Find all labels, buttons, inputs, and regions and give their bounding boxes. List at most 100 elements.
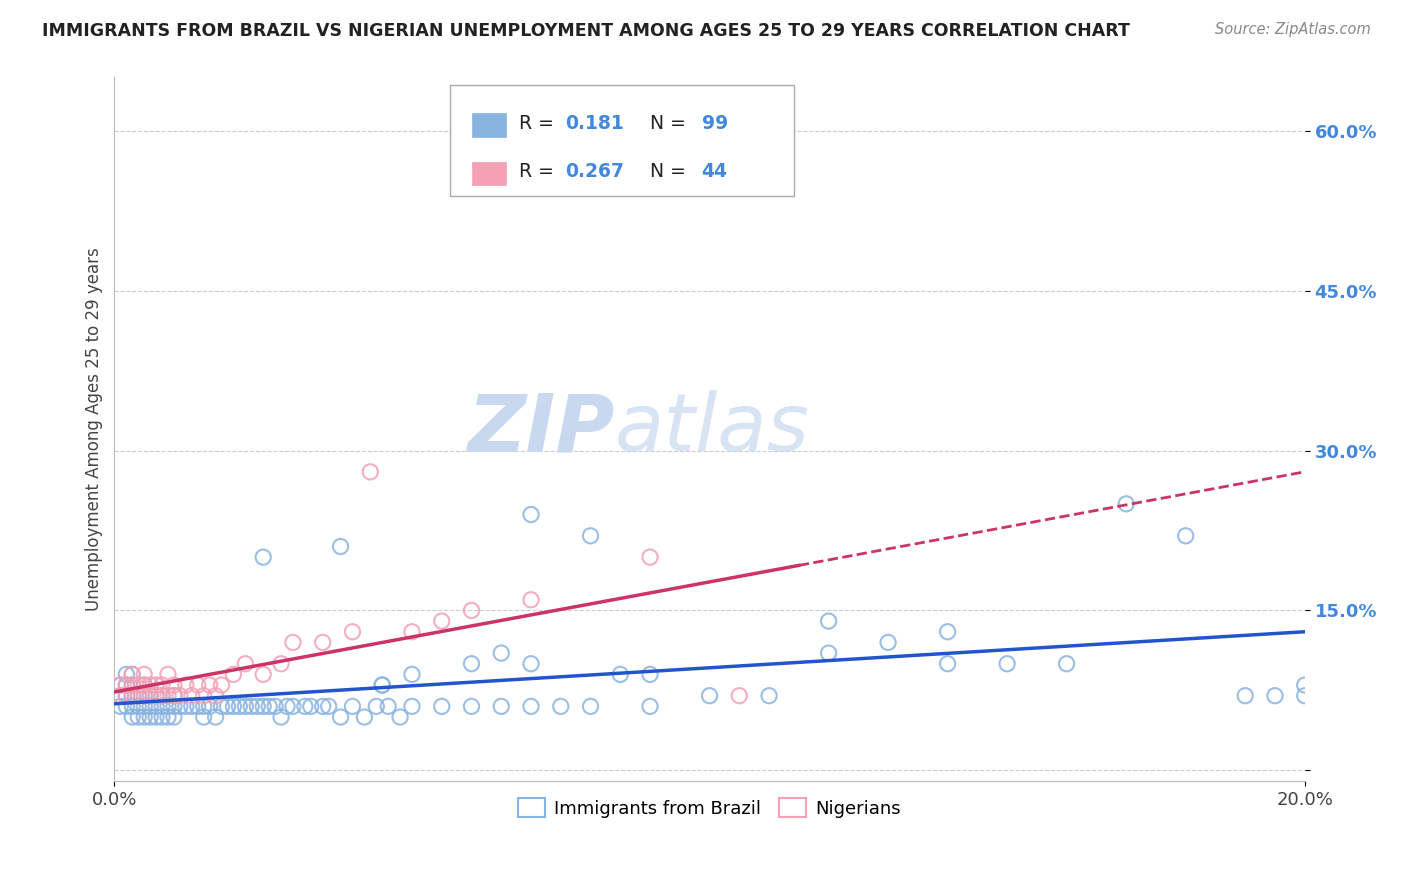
Point	[252, 699, 274, 714]
Point	[180, 699, 202, 714]
Text: N =: N =	[638, 114, 692, 133]
Point	[276, 699, 298, 714]
Point	[460, 657, 482, 671]
Point	[187, 678, 209, 692]
Point	[180, 689, 202, 703]
Point	[121, 710, 143, 724]
Text: R =: R =	[519, 114, 560, 133]
Point	[281, 699, 304, 714]
Text: atlas: atlas	[614, 390, 808, 468]
Point	[491, 646, 513, 660]
Point	[110, 678, 132, 692]
Point	[139, 689, 162, 703]
Point	[1056, 657, 1078, 671]
Point	[145, 689, 167, 703]
Point	[318, 699, 340, 714]
Point	[342, 624, 364, 639]
Point	[204, 710, 226, 724]
Point	[252, 667, 274, 681]
Point	[460, 603, 482, 617]
Point	[342, 699, 364, 714]
Point	[193, 710, 215, 724]
Point	[233, 699, 256, 714]
Point	[312, 699, 335, 714]
Point	[217, 699, 239, 714]
Point	[1234, 689, 1257, 703]
Point	[430, 614, 453, 628]
Point	[150, 689, 173, 703]
Point	[163, 678, 186, 692]
Point	[294, 699, 316, 714]
Point	[134, 710, 156, 724]
Point	[430, 699, 453, 714]
Text: IMMIGRANTS FROM BRAZIL VS NIGERIAN UNEMPLOYMENT AMONG AGES 25 TO 29 YEARS CORREL: IMMIGRANTS FROM BRAZIL VS NIGERIAN UNEMP…	[42, 22, 1130, 40]
Y-axis label: Unemployment Among Ages 25 to 29 years: Unemployment Among Ages 25 to 29 years	[86, 247, 103, 611]
Point	[134, 667, 156, 681]
Point	[134, 689, 156, 703]
Point	[520, 508, 543, 522]
Point	[491, 699, 513, 714]
Point	[240, 699, 263, 714]
Point	[134, 699, 156, 714]
Point	[169, 689, 191, 703]
Point	[520, 699, 543, 714]
Point	[728, 689, 751, 703]
Point	[312, 635, 335, 649]
Point	[758, 689, 780, 703]
Point	[222, 667, 245, 681]
Point	[877, 635, 900, 649]
Point	[264, 699, 287, 714]
Text: Source: ZipAtlas.com: Source: ZipAtlas.com	[1215, 22, 1371, 37]
Point	[198, 678, 221, 692]
Point	[366, 699, 388, 714]
Point	[353, 710, 375, 724]
Point	[401, 667, 423, 681]
Point	[110, 699, 132, 714]
Point	[145, 678, 167, 692]
Legend: Immigrants from Brazil, Nigerians: Immigrants from Brazil, Nigerians	[510, 791, 908, 825]
Text: R =: R =	[519, 162, 560, 181]
Point	[1294, 689, 1316, 703]
Point	[257, 699, 280, 714]
Point	[115, 678, 138, 692]
Point	[121, 689, 143, 703]
Point	[371, 678, 394, 692]
Point	[252, 550, 274, 565]
Point	[174, 678, 197, 692]
Point	[995, 657, 1018, 671]
Text: 44: 44	[702, 162, 727, 181]
Point	[228, 699, 250, 714]
Point	[115, 689, 138, 703]
Point	[299, 699, 322, 714]
Point	[163, 699, 186, 714]
Point	[115, 699, 138, 714]
Point	[233, 657, 256, 671]
Point	[139, 678, 162, 692]
Point	[121, 678, 143, 692]
Point	[121, 699, 143, 714]
Point	[389, 710, 412, 724]
Text: 0.267: 0.267	[565, 162, 624, 181]
Point	[127, 699, 149, 714]
Point	[638, 699, 661, 714]
Point	[329, 540, 352, 554]
Point	[145, 699, 167, 714]
Point	[121, 689, 143, 703]
Point	[359, 465, 381, 479]
Point	[550, 699, 572, 714]
Point	[377, 699, 399, 714]
Point	[115, 689, 138, 703]
Point	[115, 667, 138, 681]
Point	[127, 689, 149, 703]
Point	[110, 678, 132, 692]
Point	[638, 667, 661, 681]
Point	[156, 689, 179, 703]
Point	[150, 699, 173, 714]
Point	[1174, 529, 1197, 543]
Point	[936, 657, 959, 671]
Point	[401, 624, 423, 639]
Point	[193, 689, 215, 703]
Point	[163, 710, 186, 724]
Point	[520, 592, 543, 607]
Point	[211, 678, 233, 692]
